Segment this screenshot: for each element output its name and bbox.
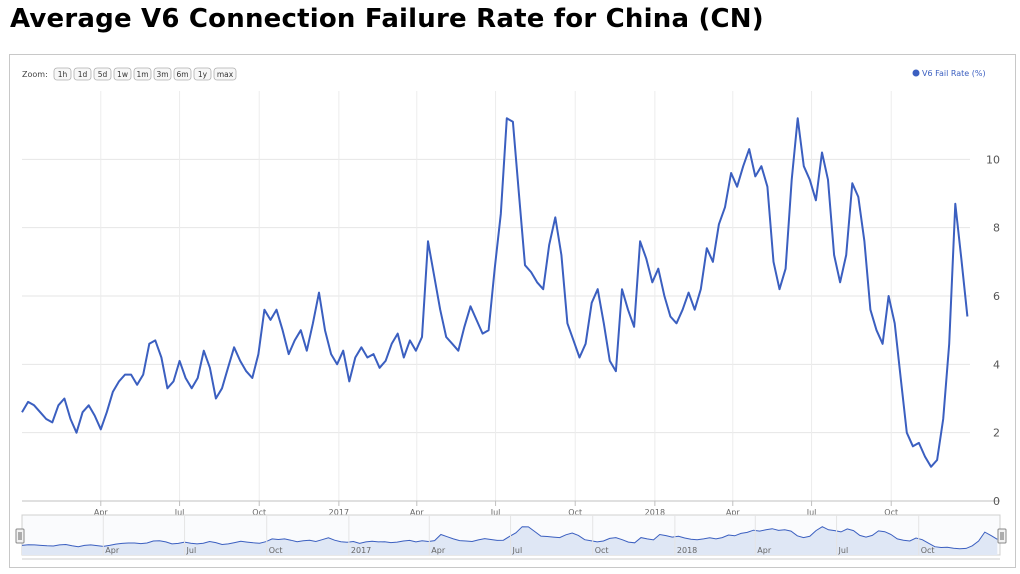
x-axis: Apr Jul Oct 2017 Apr Jul Oct 2018 Apr Jul Oct bbox=[94, 501, 898, 517]
zoom-button-frame bbox=[193, 67, 212, 81]
zoom-button-label: 1w bbox=[117, 70, 128, 79]
y-tick-label: 6 bbox=[993, 290, 1000, 303]
x-tick-label: Jul bbox=[490, 508, 501, 517]
navigator-tick-label: Jul bbox=[512, 546, 523, 555]
navigator-handle-left[interactable] bbox=[15, 528, 25, 544]
y-tick-label: 4 bbox=[993, 358, 1000, 371]
zoom-button-label: 3m bbox=[156, 70, 168, 79]
navigator-handle-right[interactable] bbox=[997, 528, 1007, 544]
zoom-button-label: 1y bbox=[198, 70, 208, 79]
legend-item[interactable]: V6 Fail Rate (%) bbox=[922, 69, 986, 78]
zoom-button-5d[interactable]: 5d bbox=[93, 67, 112, 81]
zoom-button-frame bbox=[73, 67, 92, 81]
navigator-tick-label: Oct bbox=[269, 546, 283, 555]
zoom-button-1w[interactable]: 1w bbox=[113, 67, 132, 81]
navigator-tick-label: 2018 bbox=[677, 546, 697, 555]
x-tick-label: 2017 bbox=[329, 508, 349, 517]
zoom-button-label: 1d bbox=[78, 70, 88, 79]
zoom-button-6m[interactable]: 6m bbox=[173, 67, 192, 81]
x-tick-label: Oct bbox=[884, 508, 898, 517]
y-axis: 0 2 4 6 8 10 bbox=[986, 153, 1000, 508]
zoom-button-frame bbox=[133, 67, 152, 81]
zoom-button-frame bbox=[53, 67, 72, 81]
zoom-button-frame bbox=[153, 67, 172, 81]
navigator-tick-label: Oct bbox=[921, 546, 935, 555]
y-tick-label: 2 bbox=[993, 427, 1000, 440]
zoom-button-1h[interactable]: 1h bbox=[53, 67, 72, 81]
chart-container: Zoom: 1h 1d 5d 1w 1m 3m 6m 1y max V6 Fail Rate (%… bbox=[9, 54, 1016, 568]
zoom-controls: Zoom: 1h 1d 5d 1w 1m 3m 6m 1y max bbox=[22, 67, 237, 81]
legend-marker bbox=[912, 69, 920, 77]
zoom-button-frame bbox=[93, 67, 112, 81]
zoom-button-label: 5d bbox=[98, 70, 108, 79]
zoom-button-label: 1h bbox=[58, 70, 68, 79]
navigator-handle-grip bbox=[997, 528, 1007, 544]
zoom-button-frame bbox=[113, 67, 132, 81]
navigator-tick-label: Jul bbox=[186, 546, 197, 555]
navigator-tick-label: Apr bbox=[431, 546, 446, 555]
navigator-tick-label: Apr bbox=[105, 546, 120, 555]
zoom-button-3m[interactable]: 3m bbox=[153, 67, 172, 81]
page-title: Average V6 Connection Failure Rate for C… bbox=[10, 4, 764, 34]
chart-plot[interactable]: Zoom: 1h 1d 5d 1w 1m 3m 6m 1y max V6 Fail Rate (%… bbox=[10, 55, 1015, 567]
zoom-button-label: 1m bbox=[136, 70, 148, 79]
x-tick-label: Apr bbox=[94, 508, 109, 517]
zoom-button-1m[interactable]: 1m bbox=[133, 67, 152, 81]
navigator-tick-label: Oct bbox=[595, 546, 609, 555]
navigator-tick-label: Jul bbox=[838, 546, 849, 555]
zoom-button-1d[interactable]: 1d bbox=[73, 67, 92, 81]
zoom-label: Zoom: bbox=[22, 70, 48, 79]
y-tick-label: 8 bbox=[993, 222, 1000, 235]
series-line bbox=[21, 117, 969, 468]
x-tick-label: Apr bbox=[726, 508, 741, 517]
zoom-button-1y[interactable]: 1y bbox=[193, 67, 212, 81]
zoom-button-frame bbox=[213, 67, 237, 81]
y-tick-label: 0 bbox=[993, 495, 1000, 508]
zoom-button-frame bbox=[173, 67, 192, 81]
x-tick-label: Apr bbox=[410, 508, 425, 517]
navigator-handle-grip bbox=[15, 528, 25, 544]
x-tick-label: Jul bbox=[174, 508, 185, 517]
x-tick-label: Jul bbox=[806, 508, 817, 517]
navigator-area bbox=[22, 526, 998, 555]
navigator: Apr Jul Oct 2017 Apr Jul Oct 2018 Apr Jul Oct bbox=[15, 514, 1007, 560]
navigator-tick-label: Apr bbox=[757, 546, 772, 555]
x-tick-label: Oct bbox=[568, 508, 582, 517]
zoom-button-label: max bbox=[217, 70, 234, 79]
y-tick-label: 10 bbox=[986, 153, 1000, 166]
zoom-button-max[interactable]: max bbox=[213, 67, 237, 81]
legend: V6 Fail Rate (%) bbox=[912, 69, 986, 78]
zoom-button-label: 6m bbox=[176, 70, 188, 79]
x-tick-label: Oct bbox=[252, 508, 266, 517]
series-layer bbox=[21, 117, 969, 468]
grid-layer bbox=[22, 91, 1000, 502]
navigator-tick-label: 2017 bbox=[351, 546, 371, 555]
x-tick-label: 2018 bbox=[645, 508, 665, 517]
